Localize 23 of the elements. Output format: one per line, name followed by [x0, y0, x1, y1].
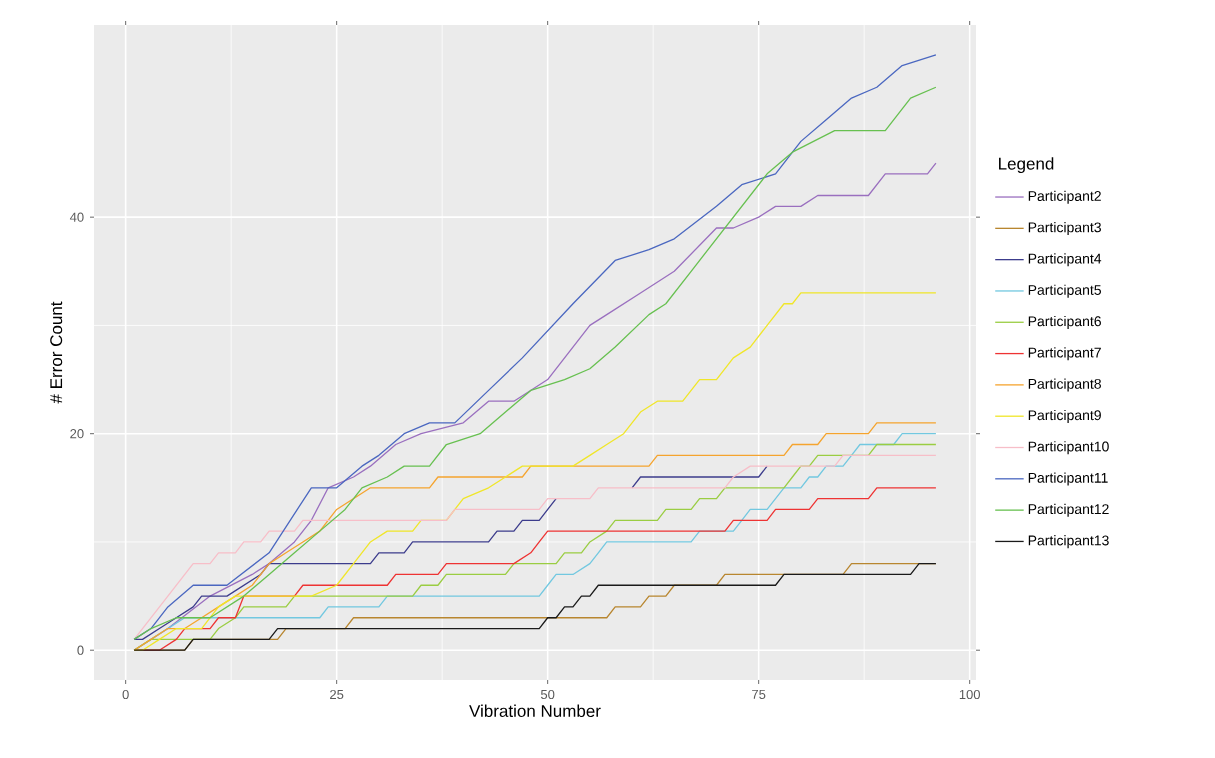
legend-label: Participant12	[1028, 503, 1109, 517]
legend-title: Legend	[999, 157, 1054, 174]
y-tick-label: 20	[70, 429, 84, 439]
legend-label: Participant5	[1028, 284, 1101, 298]
legend-label: Participant8	[1028, 378, 1101, 392]
legend-label: Participant9	[1028, 409, 1101, 423]
legend-label: Participant7	[1028, 347, 1101, 361]
x-tick-label: 50	[540, 689, 555, 700]
x-axis-title: Vibration Number	[469, 704, 601, 717]
x-tick-label: 0	[122, 689, 129, 700]
legend-label: Participant6	[1028, 315, 1101, 329]
y-tick-label: 0	[77, 645, 84, 655]
y-tick-label: 40	[69, 212, 84, 222]
legend-label: Participant4	[1028, 253, 1102, 267]
legend-label: Participant10	[1028, 441, 1109, 455]
x-tick-label: 25	[330, 689, 344, 700]
x-tick-label: 75	[752, 689, 766, 699]
x-tick-label: 100	[959, 689, 980, 700]
y-axis-title: # Error Count	[50, 301, 63, 404]
legend-label: Participant13	[1028, 535, 1109, 549]
legend-label: Participant3	[1028, 222, 1101, 236]
legend-label: Participant11	[1028, 472, 1108, 486]
legend-label: Participant2	[1028, 190, 1101, 204]
